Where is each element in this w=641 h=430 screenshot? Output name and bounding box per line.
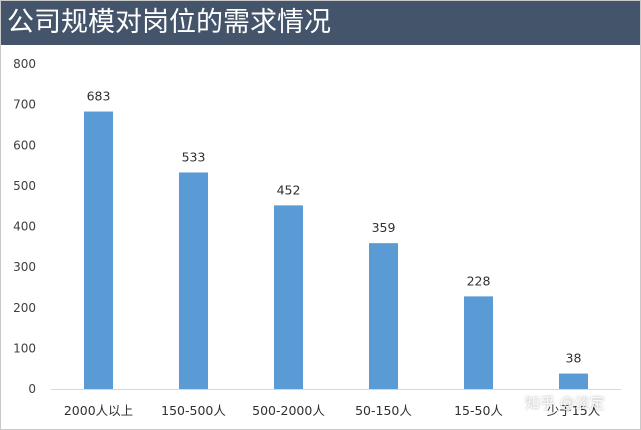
category-label: 500-2000人 xyxy=(252,403,325,418)
bar xyxy=(369,243,398,389)
chart-title: 公司规模对岗位的需求情况 xyxy=(7,7,331,38)
data-label: 359 xyxy=(372,220,396,235)
data-label: 452 xyxy=(277,182,301,197)
bar xyxy=(559,373,588,389)
title-bar: 公司规模对岗位的需求情况 xyxy=(1,1,640,45)
watermark: 知乎 @淡定 xyxy=(525,394,605,412)
bar xyxy=(274,205,303,389)
data-label: 38 xyxy=(566,351,582,366)
category-label: 15-50人 xyxy=(454,403,503,418)
category-label: 少于15人 xyxy=(547,403,601,418)
bar xyxy=(179,172,208,389)
category-label: 50-150人 xyxy=(355,403,412,418)
y-tick-label: 100 xyxy=(13,341,36,355)
bar xyxy=(84,111,113,389)
y-tick-label: 800 xyxy=(13,57,36,71)
data-label: 683 xyxy=(87,89,111,104)
y-tick-label: 400 xyxy=(13,220,36,234)
category-label: 150-500人 xyxy=(161,403,226,418)
y-tick-label: 500 xyxy=(13,179,36,193)
y-tick-label: 0 xyxy=(28,382,36,396)
data-label: 533 xyxy=(182,149,206,164)
y-tick-label: 600 xyxy=(13,138,36,152)
category-label: 2000人以上 xyxy=(64,403,133,418)
y-tick-label: 700 xyxy=(13,98,36,112)
data-label: 228 xyxy=(467,273,491,288)
bar xyxy=(464,296,493,389)
y-tick-label: 200 xyxy=(13,301,36,315)
y-tick-label: 300 xyxy=(13,260,36,274)
